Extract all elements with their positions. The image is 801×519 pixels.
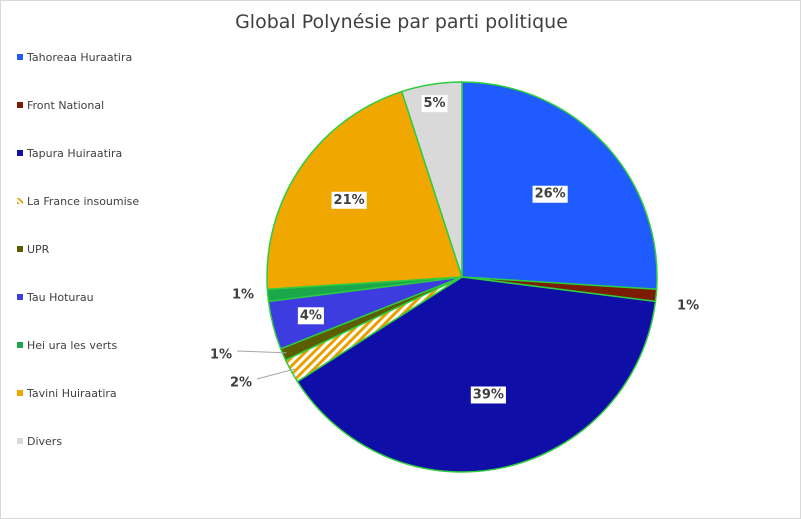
legend-label: Hei ura les verts <box>27 338 118 352</box>
pie-slice <box>400 81 463 278</box>
data-label: 2% <box>230 376 252 391</box>
leader-line <box>256 368 295 380</box>
data-label: 1% <box>677 299 699 314</box>
data-label: 1% <box>232 288 254 303</box>
legend-item-tavini-huiraatira: Tavini Huiraatira <box>17 385 197 401</box>
legend-swatch <box>17 150 23 156</box>
data-label: 1% <box>210 348 232 363</box>
chart-legend: Tahoreaa Huraatira Front National Tapura… <box>17 49 197 481</box>
legend-swatch <box>17 294 23 300</box>
data-label-text: 2% <box>230 376 252 391</box>
legend-label: Tapura Huiraatira <box>27 146 123 160</box>
pie-slice <box>296 276 657 473</box>
data-label: 4% <box>297 307 324 325</box>
data-label: 26% <box>532 185 568 203</box>
legend-swatch <box>17 102 23 108</box>
data-label-text: 21% <box>334 193 365 208</box>
data-label-background <box>532 185 568 203</box>
legend-label: Tavini Huiraatira <box>27 386 117 400</box>
leader-lines <box>236 350 295 380</box>
legend-swatch <box>17 246 23 252</box>
legend-swatch <box>17 54 23 60</box>
data-label-text: 1% <box>210 348 232 363</box>
legend-swatch <box>17 390 23 396</box>
data-label: 5% <box>421 95 448 113</box>
legend-label: Tau Hoturau <box>27 290 94 304</box>
legend-item-tau-hoturau: Tau Hoturau <box>17 289 197 305</box>
data-label-background <box>421 95 448 113</box>
legend-label: La France insoumise <box>27 194 140 208</box>
data-label-text: 26% <box>535 187 566 202</box>
chart-title: Global Polynésie par parti politique <box>235 11 568 33</box>
data-label-text: 4% <box>300 308 322 323</box>
data-label: 21% <box>331 191 367 209</box>
legend-label: Divers <box>27 434 63 448</box>
legend-item-tahoreaa-huraatira: Tahoreaa Huraatira <box>17 49 197 65</box>
legend-item-divers: Divers <box>17 433 197 449</box>
data-label-text: 5% <box>424 96 446 111</box>
data-label-text: 1% <box>232 288 254 303</box>
legend-item-la-france-insoumise: La France insoumise <box>17 193 197 209</box>
legend-swatch <box>17 342 23 348</box>
legend-label: UPR <box>27 242 50 256</box>
legend-label: Front National <box>27 98 105 112</box>
data-label-text: 1% <box>677 299 699 314</box>
legend-label: Tahoreaa Huraatira <box>27 50 133 64</box>
leader-line <box>236 350 287 354</box>
legend-item-hei-ura-les-verts: Hei ura les verts <box>17 337 197 353</box>
data-labels: 26% 1% 39% 2% 1% 4% 1% 21% 5% <box>210 95 699 404</box>
data-label-background <box>297 307 324 325</box>
pie-slice <box>266 90 464 291</box>
data-label-background <box>470 386 506 404</box>
data-label-text: 39% <box>473 387 504 402</box>
legend-swatch <box>17 198 23 204</box>
legend-item-upr: UPR <box>17 241 197 257</box>
pie-slice <box>461 81 658 291</box>
pie-slices <box>266 81 658 473</box>
data-label-background <box>331 191 367 209</box>
legend-item-tapura-huiraatira: Tapura Huiraatira <box>17 145 197 161</box>
data-label: 39% <box>470 386 506 404</box>
legend-swatch <box>17 438 23 444</box>
legend-item-front-national: Front National <box>17 97 197 113</box>
